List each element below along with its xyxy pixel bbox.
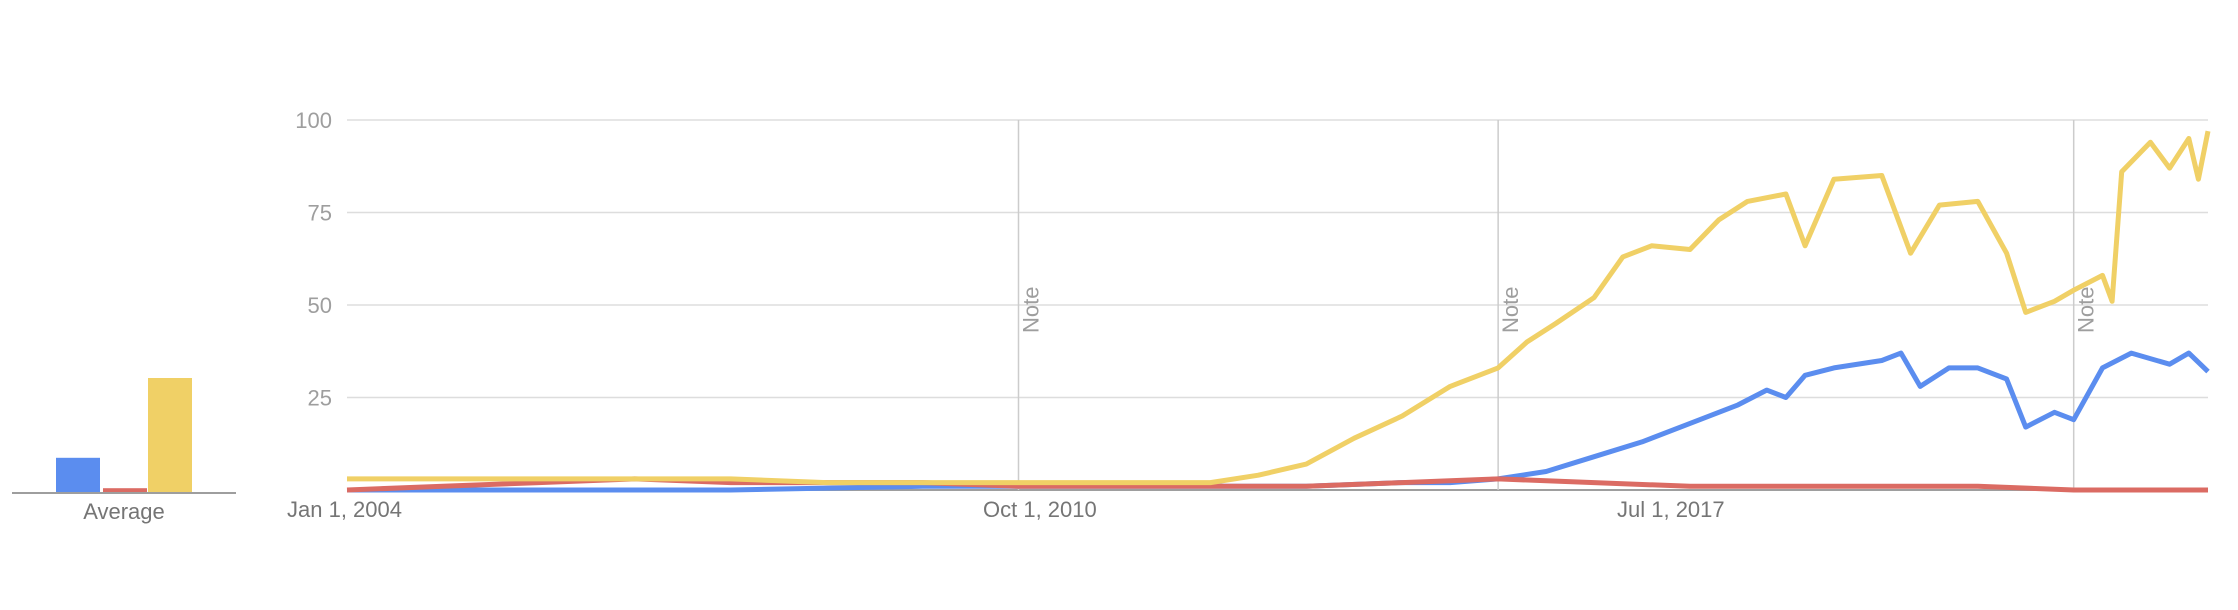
note-label[interactable]: Note [1018,287,1043,333]
x-tick-label: Oct 1, 2010 [983,497,1097,522]
average-label: Average [83,499,165,524]
average-bar-2[interactable] [148,378,192,492]
y-tick-labels: 100 75 50 25 [295,108,332,411]
y-tick-label: 75 [308,201,332,226]
y-tick-label: 50 [308,293,332,318]
series-lines [346,130,2211,493]
series-line-2[interactable] [347,130,2211,486]
note-markers: Note Note Note [1017,120,2099,490]
x-tick-label: Jan 1, 2004 [287,497,402,522]
x-tick-labels: Jan 1, 2004 Oct 1, 2010 Jul 1, 2017 [287,497,1725,522]
average-bars [56,378,192,492]
y-tick-label: 100 [295,108,332,133]
note-label[interactable]: Note [1498,287,1523,333]
average-bar-1[interactable] [103,488,147,492]
note-label[interactable]: Note [2074,287,2099,333]
y-tick-label: 25 [308,386,332,411]
average-section: Average [12,378,236,524]
x-tick-label: Jul 1, 2017 [1617,497,1725,522]
plot-area: 100 75 50 25 Note Note Note Jan 1, 2004 Oct 1,… [287,108,2211,522]
average-bar-0[interactable] [56,457,100,492]
gridlines [347,119,2208,491]
